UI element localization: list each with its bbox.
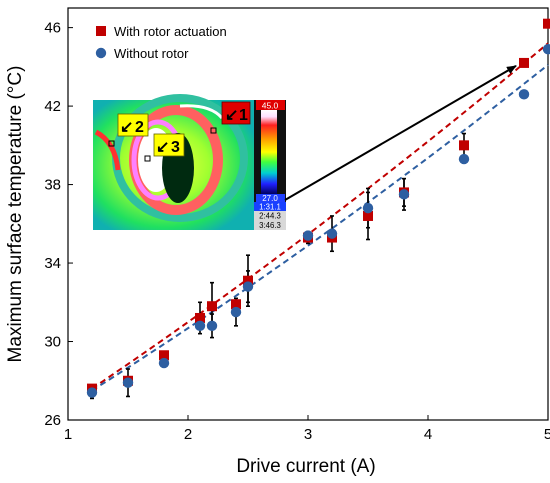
y-tick-label: 34 [44,255,61,272]
thermal-top-edge [179,104,224,120]
spot-label-2: ↙ 2 [117,113,149,137]
reading-2: 2:44.3 [259,212,281,221]
data-point-with-rotor [231,299,241,310]
legend-label-without-rotor: Without rotor [114,46,189,61]
spot-arrow-1: ↙ [225,107,238,124]
data-point-with-rotor [519,57,529,68]
legend: With rotor actuation Without rotor [95,24,227,61]
legend-label-with-rotor: With rotor actuation [114,24,227,39]
reading-2-box [254,211,286,220]
data-point-with-rotor [159,350,169,361]
data-point-without-rotor [86,387,98,398]
spot-marker-1 [210,127,217,134]
data-point-with-rotor [543,18,550,29]
spot-number-3: 3 [171,139,180,156]
data-point-without-rotor [326,228,338,239]
data-point-without-rotor [398,189,410,200]
scale-max-box [256,100,285,110]
data-point-without-rotor [122,377,134,388]
x-tick-label: 4 [424,426,432,443]
data-point-without-rotor [194,320,206,332]
spot-marker-2 [108,140,115,147]
x-tick-label: 2 [184,426,192,443]
spot-marker-3 [144,155,151,162]
x-axis-title: Drive current (A) [236,456,375,477]
y-tick-label: 38 [44,177,61,194]
x-tick-label: 5 [544,426,550,443]
x-tick-label: 1 [64,426,72,443]
scale-min-label: 27.0 [262,194,278,203]
spot-arrow-2: ↙ [120,119,133,136]
data-point-without-rotor [158,357,170,369]
data-point-with-rotor [195,312,205,323]
reading-3-box [254,220,286,230]
spot-arrow-3: ↙ [156,139,169,156]
data-point-without-rotor [542,44,550,55]
spot-label-3: ↙ 3 [153,133,185,157]
data-point-with-rotor [459,140,469,151]
reading-1-box [254,202,286,211]
reading-3: 3:46.3 [259,221,281,230]
data-point-without-rotor [458,153,470,165]
data-point-without-rotor [518,89,530,100]
scale-min-box [256,194,285,202]
trend-line-with-rotor [91,42,549,390]
legend-marker-with-rotor [96,26,106,36]
y-axis-title: Maximum surface temperature (°C) [5,66,26,363]
data-point-without-rotor [362,202,374,214]
spot-number-1: 1 [239,107,248,124]
trend-line-without-rotor [91,64,549,392]
data-point-with-rotor [243,275,253,286]
data-point-without-rotor [242,281,254,292]
spot-number-2: 2 [135,119,144,136]
x-tick-label: 3 [304,426,312,443]
legend-marker-without-rotor [95,47,107,59]
thermal-image-inset: ↙ 1 ↙ 2 ↙ 3 45.0 27.0 1:31.1 2:44.3 3:46… [93,94,286,230]
y-tick-label: 26 [44,412,61,429]
thermal-scale-bar [261,110,277,194]
inset-pointer-arrow [284,65,517,201]
data-point-without-rotor [230,306,242,318]
data-point-without-rotor [206,320,218,332]
data-point-with-rotor [363,210,373,221]
y-tick-label: 30 [44,334,61,351]
data-point-without-rotor [302,230,314,241]
data-point-with-rotor [207,301,217,312]
reading-1: 1:31.1 [259,203,281,212]
spot-label-1: ↙ 1 [221,101,251,125]
y-tick-label: 46 [44,20,61,37]
y-tick-label: 42 [44,98,61,115]
scale-max-label: 45.0 [262,101,279,111]
